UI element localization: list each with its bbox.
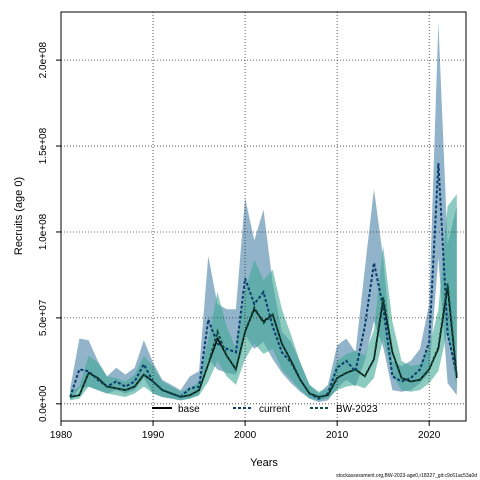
legend-label-bw-2023: BW-2023: [336, 404, 378, 415]
line-current: [69, 163, 458, 400]
band-bw-2023: [70, 194, 457, 401]
legend-label-current: current: [259, 404, 290, 415]
y-tick-label-2: 1.0e+08: [38, 213, 49, 250]
y-tick-label-4: 2.0e+08: [38, 41, 49, 78]
x-tick-label-2010: 2010: [326, 430, 349, 441]
legend: base current BW-2023: [152, 404, 378, 415]
footer-note: stockassessment.org,BW-2023-age0,r18327_…: [336, 473, 477, 479]
x-tick-label-1980: 1980: [50, 430, 73, 441]
line-bw-2023: [70, 283, 458, 398]
y-tick-label-1: 5.0e+07: [38, 299, 49, 336]
y-tick-label-3: 1.5e+08: [38, 127, 49, 164]
x-axis-title: Years: [250, 457, 278, 469]
y-tick-label-0: 0.0e+00: [38, 385, 49, 422]
x-tick-label-1990: 1990: [142, 430, 165, 441]
y-axis: 0.0e+00 5.0e+07 1.0e+08 1.5e+08 2.0e+08: [38, 41, 61, 422]
y-axis-title: Recruits (age 0): [13, 177, 25, 255]
band-current: [70, 22, 457, 403]
series-lines: [69, 163, 458, 400]
x-axis: 1980 1990 2000 2010 2020: [50, 421, 441, 441]
confidence-bands: [70, 22, 457, 403]
x-tick-label-2020: 2020: [418, 430, 441, 441]
legend-label-base: base: [178, 404, 200, 415]
x-tick-label-2000: 2000: [234, 430, 257, 441]
plot-frame: [60, 11, 467, 422]
